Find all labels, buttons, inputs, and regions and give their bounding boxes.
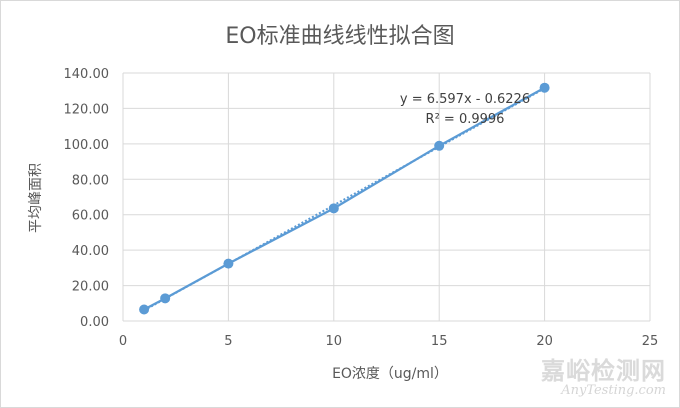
- x-tick-label: 20: [536, 334, 553, 349]
- data-point: [160, 293, 171, 304]
- x-tick-label: 25: [642, 334, 659, 349]
- y-tick-label: 100.00: [64, 138, 110, 153]
- y-tick-label: 80.00: [72, 173, 109, 188]
- y-tick-label: 40.00: [72, 244, 109, 259]
- x-axis-label: EO浓度（ug/ml）: [332, 366, 448, 382]
- data-point: [539, 82, 550, 93]
- data-point: [434, 140, 445, 151]
- chart-title: EO标准曲线线性拟合图: [225, 24, 454, 49]
- y-tick-label: 0.00: [80, 315, 109, 330]
- y-tick-labels: 0.00 20.00 40.00 60.00 80.00 100.00 120.00 140.…: [64, 67, 110, 330]
- data-point: [223, 258, 234, 269]
- y-tick-label: 60.00: [72, 209, 109, 224]
- data-point: [139, 304, 150, 315]
- x-tick-labels: 0 5 10 15 20 25: [119, 334, 658, 349]
- y-tick-label: 20.00: [72, 280, 109, 295]
- x-tick-label: 15: [431, 334, 448, 349]
- x-tick-label: 0: [119, 334, 127, 349]
- trendline-equation: y = 6.597x - 0.6226: [400, 92, 530, 107]
- y-axis-label: 平均峰面积: [28, 163, 44, 233]
- y-tick-label: 140.00: [64, 67, 110, 82]
- y-tick-label: 120.00: [64, 102, 110, 117]
- data-series: [139, 82, 550, 315]
- data-point: [328, 203, 339, 214]
- trendline-r2: R² = 0.9996: [426, 112, 505, 127]
- x-tick-label: 5: [224, 334, 232, 349]
- x-tick-label: 10: [326, 334, 343, 349]
- grid-lines: [122, 72, 651, 322]
